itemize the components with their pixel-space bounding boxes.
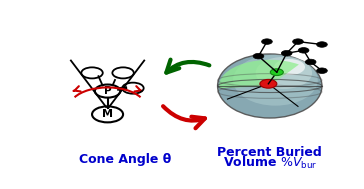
Circle shape: [253, 53, 264, 59]
Circle shape: [262, 39, 272, 44]
Wedge shape: [219, 60, 299, 88]
Ellipse shape: [218, 54, 322, 118]
Circle shape: [317, 68, 327, 74]
Text: Volume $\%V_{\rm bur}$: Volume $\%V_{\rm bur}$: [222, 155, 317, 171]
Circle shape: [305, 59, 316, 65]
Ellipse shape: [274, 59, 305, 75]
Circle shape: [260, 79, 277, 88]
Text: Percent Buried: Percent Buried: [217, 146, 322, 160]
Circle shape: [270, 69, 283, 76]
Circle shape: [298, 48, 309, 53]
Ellipse shape: [256, 57, 312, 89]
Text: P: P: [104, 86, 111, 96]
Text: Cone Angle θ: Cone Angle θ: [79, 153, 171, 166]
Circle shape: [281, 50, 292, 56]
Circle shape: [317, 42, 327, 47]
Ellipse shape: [233, 55, 318, 106]
Circle shape: [293, 39, 303, 44]
Text: M: M: [102, 109, 113, 119]
